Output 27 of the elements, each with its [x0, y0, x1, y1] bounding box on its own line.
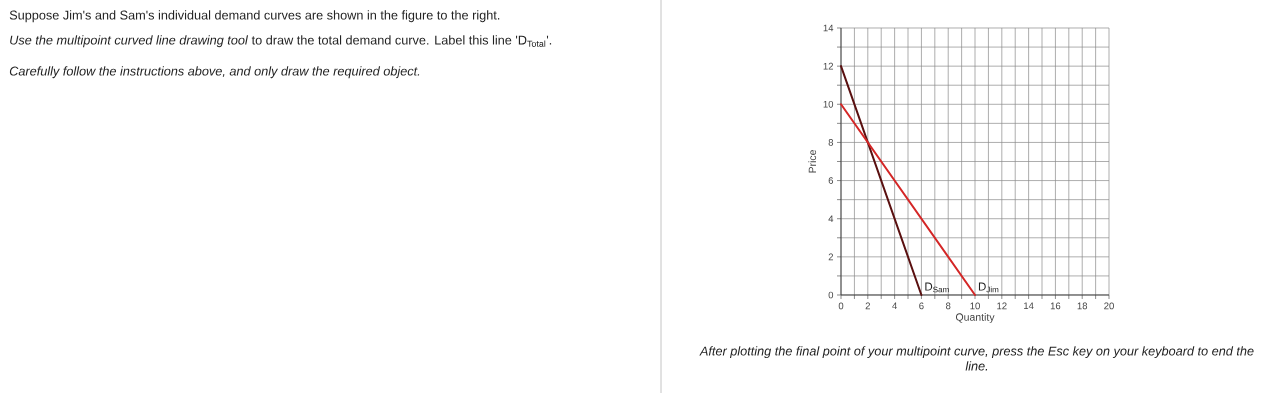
x-tick-label: 4	[892, 302, 897, 310]
y-tick-label: 0	[828, 291, 834, 299]
y-tick-label: 8	[828, 139, 834, 146]
series-label: D$_{Jim}$	[978, 282, 999, 293]
text: Suppose Jim's and Sam's individual demand curves are shown in the figure to the right.	[9, 10, 500, 23]
x-tick-label: 0	[838, 302, 844, 310]
y-tick-label: 10	[823, 100, 834, 108]
y-tick-label: 14	[823, 24, 834, 32]
text: Carefully follow the instructions above, and only draw the required object.	[9, 66, 420, 79]
x-tick-label: 16	[1050, 302, 1061, 310]
text: After plotting the final point of your multipoint curve, press the Esc key on your keyboard to end the line.	[699, 346, 1254, 371]
y-axis-title: Price	[808, 150, 817, 173]
y-tick-label: 12	[823, 62, 834, 70]
y-tick-label: 2	[828, 253, 834, 261]
x-tick-label: 6	[919, 302, 924, 310]
x-tick-label: 10	[970, 302, 980, 310]
x-axis-title: Quantity	[955, 313, 995, 323]
x-tick-label: 20	[1104, 302, 1114, 310]
x-tick-label: 12	[997, 302, 1007, 310]
series-label: D$_{Sam}$	[925, 282, 949, 293]
x-tick-label: 2	[865, 302, 870, 310]
x-tick-label: 18	[1077, 302, 1088, 310]
x-tick-label: 14	[1024, 302, 1034, 310]
x-tick-label: 8	[945, 302, 951, 310]
y-tick-label: 6	[828, 177, 834, 184]
text: Use the multipoint curved line drawing tool to draw the total demand curve. Label this line 'D$_{Total}$'.	[10, 35, 552, 48]
y-tick-label: 4	[828, 215, 834, 222]
